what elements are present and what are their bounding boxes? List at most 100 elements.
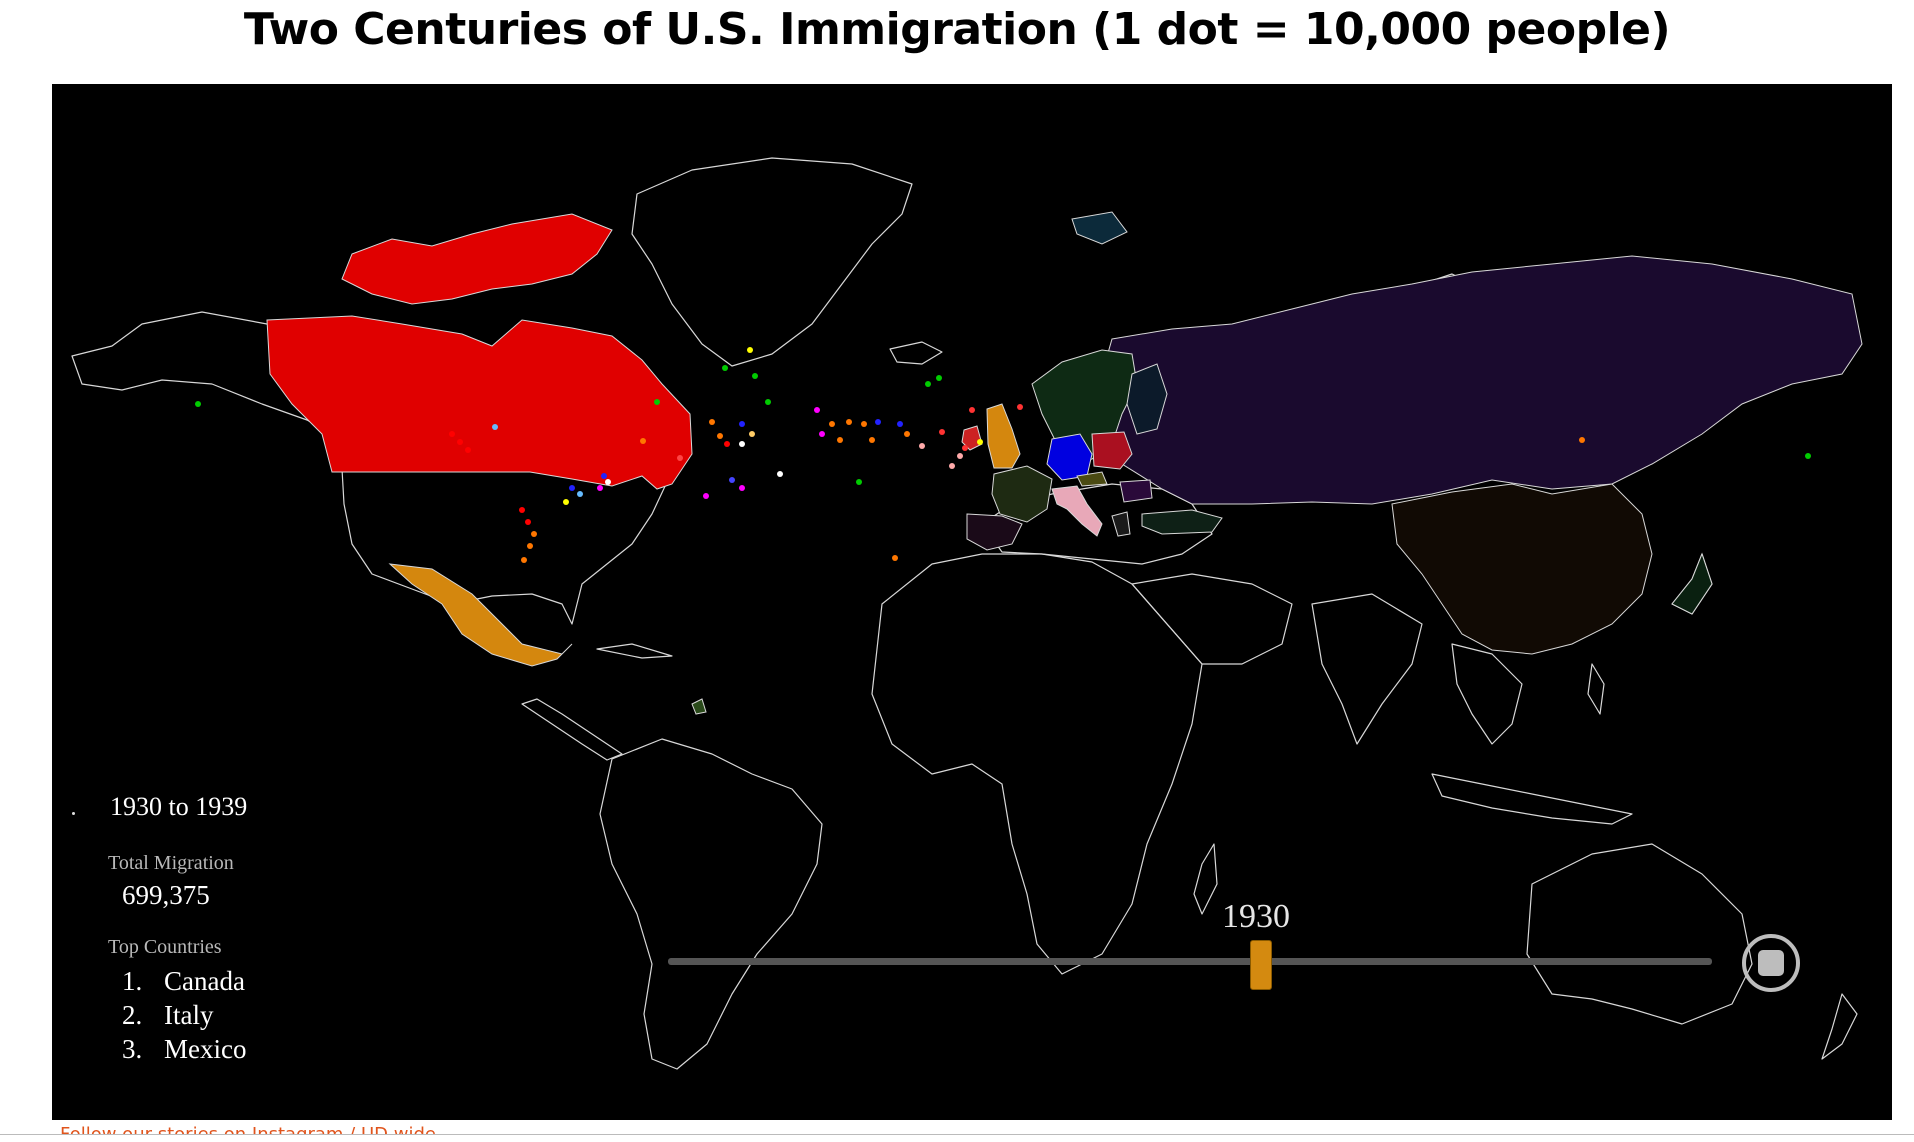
migration-dot [957,453,963,459]
migration-dot [875,419,881,425]
country-name: Canada [164,966,245,996]
country-name: Italy [164,1000,214,1030]
list-item: 1. Canada [122,964,246,998]
period-label: 1930 to 1939 [110,792,248,821]
russia-shape [1091,255,1863,505]
madagascar-shape [1193,843,1218,915]
migration-dot [597,485,603,491]
svalbard-shape [1071,211,1128,245]
map-panel[interactable]: 1930 to 1939 Total Migration 699,375 Top… [52,84,1892,1120]
migration-dot [709,419,715,425]
migration-dot [525,519,531,525]
migration-dot [814,407,820,413]
migration-dot [577,491,583,497]
indonesia-shape [1431,773,1633,825]
central-america-shape [521,698,623,761]
europe-shape [981,483,1213,565]
se-asia-shape [1451,643,1523,745]
migration-dot [640,438,646,444]
middle-east-shape [1131,573,1293,665]
migration-dot [904,431,910,437]
migration-dot [819,431,825,437]
migration-dot [829,421,835,427]
migration-dot [919,443,925,449]
year-slider-thumb[interactable] [1250,940,1272,990]
migration-dot [747,347,753,353]
migration-dot [449,431,455,437]
migration-dot [722,365,728,371]
migration-dot [1017,404,1023,410]
migration-dot [527,543,533,549]
list-item: 3. Mexico [122,1032,246,1066]
australia-shape [1526,843,1753,1025]
world-map[interactable] [52,84,1892,1120]
mexico-shape [388,563,573,667]
usa-shape [341,468,668,625]
migration-dot [777,471,783,477]
migration-dot [892,555,898,561]
migration-dot [936,375,942,381]
migration-dot [601,473,607,479]
migration-dots [195,347,1811,563]
migration-dot [949,463,955,469]
migration-dot [569,485,575,491]
romania-shape [1119,479,1153,503]
migration-dot [739,441,745,447]
greece-shape [1111,511,1131,537]
migration-dot [677,455,683,461]
migration-dot [749,431,755,437]
migration-dot [856,479,862,485]
poland-shape [1091,431,1133,470]
migration-dot [846,419,852,425]
migration-dot [605,479,611,485]
list-item: 2. Italy [122,998,246,1032]
stop-icon [1758,950,1784,976]
year-slider-track[interactable] [668,958,1712,965]
migration-dot [703,493,709,499]
migration-dot [861,421,867,427]
migration-dot [897,421,903,427]
france-shape [991,465,1053,523]
migration-dot [729,477,735,483]
migration-dot [837,437,843,443]
migration-dot [195,401,201,407]
migration-dot [563,499,569,505]
footer-divider [0,1134,1914,1135]
migration-dot [492,424,498,430]
footer-link[interactable]: Follow our stories on Instagram / UD wid… [60,1124,600,1134]
migration-dot [752,373,758,379]
migration-dot [925,381,931,387]
migration-dot [869,437,875,443]
migration-dot [739,421,745,427]
country-name: Mexico [164,1034,247,1064]
migration-dot [1805,453,1811,459]
migration-dot [962,445,968,451]
migration-dot [717,433,723,439]
turkey-shape [1141,509,1223,535]
period-marker [72,812,75,815]
finland-shape [1126,363,1168,435]
japan-highlight-shape [1671,552,1713,615]
italy-shape [1051,485,1103,537]
canada-shape [266,315,693,490]
greenland-shape [631,157,913,367]
stop-button[interactable] [1742,934,1800,992]
migration-dot [654,399,660,405]
migration-dot [969,407,975,413]
migration-dot [1579,437,1585,443]
migration-dot [939,429,945,435]
migration-dot [521,557,527,563]
canada-islands-shape [341,213,613,305]
migration-dot [724,441,730,447]
migration-dot [977,439,983,445]
new-zealand-shape [1821,993,1858,1060]
migration-dot [457,439,463,445]
cuba-shape [596,643,673,659]
rank-number: 1. [122,966,143,996]
total-migration-value: 699,375 [122,880,210,910]
migration-dot [739,485,745,491]
south-america-shape [599,738,823,1070]
guyana-shape [691,698,707,715]
rank-number: 2. [122,1000,143,1030]
migration-dot [465,447,471,453]
